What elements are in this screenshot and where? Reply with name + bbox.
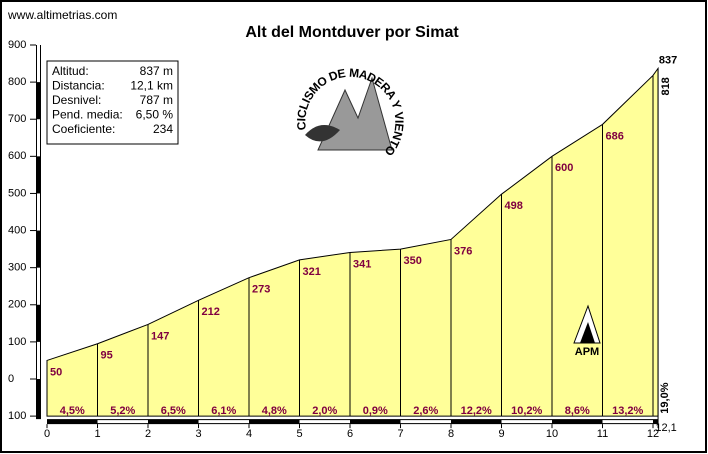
y-tick-label: 400 <box>8 224 26 236</box>
y-axis-gap <box>37 193 40 231</box>
x-tick-label: 0 <box>44 428 50 440</box>
gradient-label: 0,9% <box>363 405 388 417</box>
y-tick-label: 500 <box>8 187 26 199</box>
gradient-label: 6,1% <box>211 405 236 417</box>
gradient-label: 2,0% <box>312 405 337 417</box>
y-tick-label: 0 <box>8 373 14 385</box>
x-tick-label: 4 <box>246 428 252 440</box>
logo-fish <box>305 125 340 142</box>
x-axis-gap <box>602 420 653 424</box>
gradient-label: 13,2% <box>612 405 643 417</box>
x-tick-label: 1 <box>94 428 100 440</box>
gradient-label: 8,6% <box>565 405 590 417</box>
gradient-label: 6,5% <box>161 405 186 417</box>
x-tick-label: 7 <box>397 428 403 440</box>
altitude-label: 212 <box>202 306 220 318</box>
info-value: 787 m <box>140 93 173 107</box>
gradient-label: 10,2% <box>511 405 542 417</box>
x-axis-gap <box>97 420 148 424</box>
info-label: Distancia: <box>52 79 105 93</box>
x-tick-label: 2 <box>145 428 151 440</box>
gradient-label: 12,2% <box>461 405 492 417</box>
gradient-label: 5,2% <box>110 405 135 417</box>
altitude-label: 321 <box>303 266 321 278</box>
badge-label: APM <box>575 346 599 358</box>
x-axis-gap <box>400 420 451 424</box>
x-tick-label: 3 <box>195 428 201 440</box>
info-value: 234 <box>153 122 173 136</box>
info-value: 6,50 % <box>136 108 174 122</box>
y-axis-gap <box>37 119 40 157</box>
y-tick-label: 800 <box>8 76 26 88</box>
badge-peak <box>580 322 595 343</box>
altitude-label: 350 <box>404 255 422 267</box>
gradient-label: 19,0% <box>659 382 671 413</box>
info-value: 12,1 km <box>130 79 173 93</box>
altitude-label: 818 <box>660 77 672 95</box>
y-tick-label: 300 <box>8 262 26 274</box>
gradient-label: 4,5% <box>60 405 85 417</box>
x-tick-label: 11 <box>597 428 608 440</box>
info-value: 837 m <box>140 64 173 78</box>
y-axis-gap <box>37 341 40 379</box>
y-tick-label: 100 <box>8 336 26 348</box>
info-box <box>46 60 179 145</box>
info-label: Altitud: <box>52 64 89 78</box>
info-label: Pend. media: <box>52 108 123 122</box>
x-axis-gap <box>198 420 249 424</box>
gradient-label: 2,6% <box>413 405 438 417</box>
y-tick-label: 100 <box>8 410 26 422</box>
x-tick-label: 5 <box>296 428 302 440</box>
altitude-label: 686 <box>606 130 624 142</box>
x-axis-gap <box>501 420 552 424</box>
info-label: Coeficiente: <box>52 122 115 136</box>
x-tick-label: 8 <box>448 428 454 440</box>
gradient-label: 4,8% <box>262 405 287 417</box>
y-tick-label: 200 <box>8 299 26 311</box>
x-tick-label: 10 <box>546 428 558 440</box>
x-tick-label: 6 <box>347 428 353 440</box>
y-tick-label: 900 <box>8 39 26 51</box>
x-axis-band <box>47 419 659 425</box>
y-axis-gap <box>37 267 40 305</box>
chart-title: Alt del Montduver por Simat <box>245 24 459 41</box>
altitude-label: 147 <box>151 330 169 342</box>
altitude-label: 600 <box>555 162 573 174</box>
x-tick-label: 12,1 <box>655 422 676 434</box>
altitude-label: 95 <box>101 350 113 362</box>
y-tick-label: 700 <box>8 113 26 125</box>
info-label: Desnivel: <box>52 93 101 107</box>
y-axis-band <box>36 45 41 420</box>
x-tick-label: 9 <box>498 428 504 440</box>
altitude-label: 498 <box>505 200 523 212</box>
y-axis-gap <box>37 45 40 83</box>
y-tick-label: 600 <box>8 150 26 162</box>
site-url: www.altimetrias.com <box>7 8 117 22</box>
x-tick-label: 12 <box>647 428 659 440</box>
altitude-label: 376 <box>454 245 472 257</box>
altitude-label: 837 <box>659 54 677 66</box>
altitude-label: 341 <box>353 258 371 270</box>
altitude-label: 273 <box>252 284 270 296</box>
x-axis-gap <box>299 420 350 424</box>
altitude-label: 50 <box>50 366 62 378</box>
